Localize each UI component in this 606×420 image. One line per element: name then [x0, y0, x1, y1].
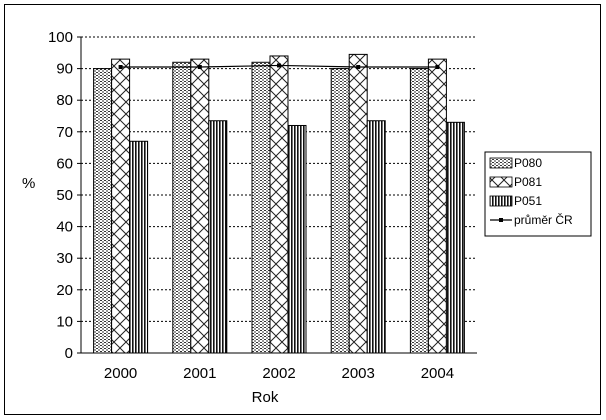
legend: P080 P081 P051 průměr ČR: [484, 151, 592, 237]
y-tick-label: 80: [56, 92, 73, 109]
bar-p081-2000: [111, 58, 131, 354]
y-tick-label: 40: [56, 219, 73, 236]
x-tick-labels: 2000 2001 2002 2003 2004: [104, 365, 454, 382]
y-tick-label: 20: [56, 282, 73, 299]
legend-swatch-p051: [489, 195, 513, 207]
x-tick-label: 2003: [342, 365, 375, 382]
bar-p051-2004: [445, 121, 465, 354]
y-tick-label: 50: [56, 187, 73, 204]
bar-p081-2001: [190, 58, 210, 354]
bar-p080-2003: [330, 68, 350, 354]
average-point: [197, 65, 202, 70]
y-tick-label: 0: [65, 345, 73, 362]
average-point: [435, 65, 440, 70]
x-tick-label: 2000: [104, 365, 137, 382]
bar-p080-2002: [251, 61, 271, 354]
y-tick-label: 30: [56, 250, 73, 267]
x-tick-label: 2001: [183, 365, 216, 382]
bar-p080-2000: [93, 68, 113, 354]
legend-swatch-p081: [489, 176, 513, 188]
legend-label: P080: [514, 156, 542, 170]
bar-p080-2001: [172, 61, 192, 354]
average-line-group: [118, 63, 440, 70]
bar-p081-2004: [427, 58, 447, 354]
y-axis-label: %: [22, 175, 35, 192]
legend-swatch-p080: [489, 157, 513, 169]
average-point: [277, 63, 281, 68]
x-tick-label: 2004: [421, 365, 454, 382]
average-point: [356, 65, 361, 70]
y-tick-label: 100: [48, 29, 73, 46]
legend-label: P051: [514, 194, 542, 208]
legend-swatch-marker: [499, 218, 503, 222]
x-tick-label: 2002: [262, 365, 295, 382]
bar-p051-2002: [287, 124, 307, 354]
y-tick-label: 10: [56, 313, 73, 330]
y-tick-label: 70: [56, 124, 73, 141]
bar-p051-2001: [208, 120, 228, 354]
average-point: [118, 65, 123, 70]
axes-group: [77, 36, 477, 354]
bar-p081-2002: [269, 55, 289, 354]
legend-label: P081: [514, 175, 542, 189]
legend-label: průměr ČR: [514, 212, 573, 227]
bar-p080-2004: [409, 68, 429, 354]
bar-p051-2000: [129, 140, 149, 354]
bars-group: [93, 53, 465, 354]
bar-p081-2003: [348, 53, 368, 354]
y-tick-labels: 0 10 20 30 40 50 60 70 80 90 100: [48, 29, 73, 362]
bar-p051-2003: [366, 120, 386, 354]
y-tick-label: 90: [56, 61, 73, 78]
y-tick-label: 60: [56, 155, 73, 172]
x-axis-label: Rok: [252, 389, 279, 406]
